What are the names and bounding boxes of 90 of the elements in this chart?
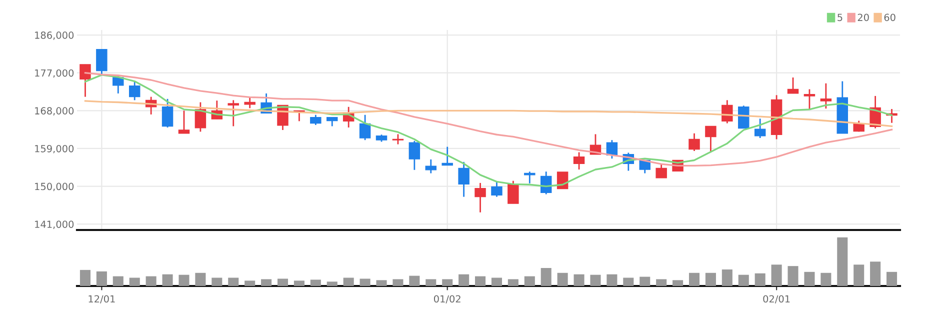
bar [771, 264, 782, 286]
x-tick-label: 01/02 [434, 295, 460, 304]
bar [96, 271, 107, 286]
candlestick [556, 172, 568, 190]
bar [837, 237, 848, 286]
bar [442, 279, 453, 286]
bar [146, 276, 156, 286]
bar [540, 268, 552, 286]
bar [491, 278, 502, 286]
bar [475, 276, 486, 286]
bar [606, 274, 618, 286]
y-tick-label: 141,000 [35, 220, 74, 229]
bar [788, 266, 798, 286]
candlestick [359, 114, 371, 141]
legend-label: 60 [884, 14, 896, 22]
bar [672, 280, 684, 286]
y-tick-label: 159,000 [35, 144, 74, 154]
bar [590, 274, 601, 286]
bar [656, 279, 667, 286]
candlestick [458, 161, 470, 198]
candlestick [524, 170, 536, 184]
candlestick [162, 98, 174, 128]
bar [458, 274, 470, 286]
bar [178, 274, 190, 286]
bar [228, 278, 239, 286]
y-tick-label: 177,000 [35, 69, 74, 78]
candlestick [244, 96, 256, 109]
candlestick [178, 110, 190, 134]
bar [212, 278, 222, 286]
candlestick [442, 146, 453, 166]
bar [705, 272, 716, 286]
candlestick [491, 180, 502, 198]
candlestick [96, 48, 108, 76]
bar [409, 276, 420, 286]
bar [574, 274, 584, 286]
bar [261, 279, 272, 286]
candlestick [80, 64, 91, 98]
bar [326, 282, 338, 286]
bar [162, 274, 173, 286]
bar [870, 262, 881, 286]
candlestick [474, 182, 486, 214]
candlestick [787, 76, 799, 94]
bar [738, 274, 749, 286]
bar [886, 272, 898, 286]
bar [557, 272, 568, 286]
candlestick [705, 126, 716, 153]
bar [508, 279, 518, 286]
bar [524, 276, 535, 286]
bar [376, 280, 387, 286]
y-tick-label: 150,000 [35, 182, 74, 192]
candlestick [310, 114, 322, 126]
candlestick [573, 152, 585, 170]
y-tick-label: 168,000 [35, 107, 74, 116]
x-tick-label: 02/01 [763, 295, 790, 304]
candlestick [820, 82, 832, 110]
candlestick [392, 134, 404, 145]
candlestick [688, 132, 700, 152]
candlestick [804, 88, 816, 110]
x-tick-label: 12/01 [88, 295, 115, 304]
candlestick [656, 163, 667, 179]
bar [112, 276, 124, 286]
bar [277, 278, 288, 286]
bar [426, 279, 436, 286]
candlestick [128, 80, 140, 101]
candlestick [508, 180, 519, 204]
legend-label: 20 [858, 14, 869, 22]
bar [722, 269, 732, 286]
bar [244, 280, 256, 286]
bar [854, 264, 864, 286]
bar [392, 279, 404, 286]
bar [640, 276, 650, 286]
bar [310, 280, 321, 286]
candlestick [425, 158, 437, 174]
bar [754, 273, 766, 286]
candlestick [408, 140, 420, 171]
bar [80, 270, 90, 286]
bar [294, 280, 304, 286]
bar [820, 272, 832, 286]
bar [804, 272, 815, 286]
y-tick-label: 186,000 [35, 32, 74, 40]
bar [129, 278, 140, 286]
bar [623, 278, 634, 286]
bar [195, 272, 206, 286]
bar [360, 278, 370, 286]
bar [688, 272, 700, 286]
bar [343, 278, 354, 286]
candlestick [754, 118, 766, 139]
candlestick [228, 99, 239, 127]
legend-label: 5 [838, 14, 842, 22]
candlestick [722, 99, 733, 124]
